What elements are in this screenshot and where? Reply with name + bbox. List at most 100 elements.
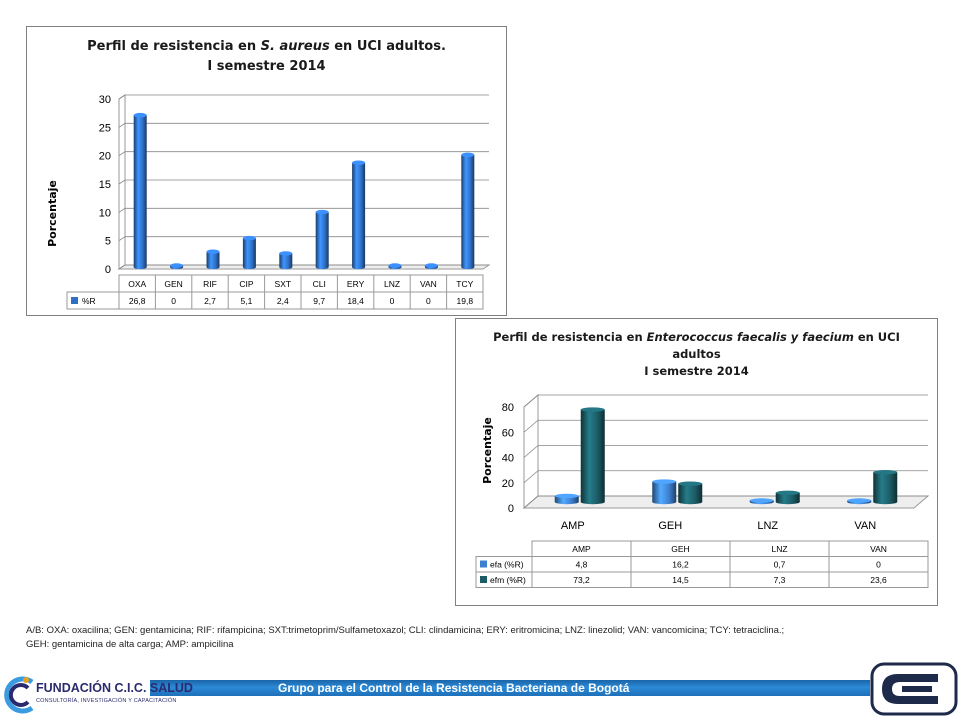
data-label: 73,2 <box>573 575 590 585</box>
data-label: 0 <box>390 296 395 306</box>
legend-swatch <box>480 560 487 568</box>
x-tick-label: VAN <box>854 520 876 532</box>
data-label: 5,1 <box>240 296 252 306</box>
bar-van-efm <box>873 470 898 505</box>
bar-lnz-efa <box>749 498 774 505</box>
cic-logo-icon <box>4 676 34 714</box>
y-tick-label: 15 <box>99 179 111 191</box>
bar-amp-efa <box>554 493 579 505</box>
footnote: A/B: OXA: oxacilina; GEN: gentamicina; R… <box>26 624 936 652</box>
x-tick-label: LNZ <box>384 279 400 289</box>
y-tick-label: 5 <box>105 236 111 248</box>
logo-subtitle: CONSULTORÍA, INVESTIGACIÓN Y CAPACITACIÓ… <box>36 698 177 704</box>
chart-subtitle: I semestre 2014 <box>207 59 326 74</box>
footnote-line-2: GEH: gentamicina de alta carga; AMP: amp… <box>26 639 234 650</box>
data-label: 2,7 <box>204 296 216 306</box>
x-tick-label: OXA <box>128 279 146 289</box>
data-label: 0 <box>876 560 881 570</box>
banner-title: Grupo para el Control de la Resistencia … <box>278 681 630 695</box>
x-tick-label: CIP <box>239 279 254 289</box>
data-label: 0,7 <box>774 560 786 570</box>
bar-amp-efm <box>580 407 605 505</box>
footnote-line-1: A/B: OXA: oxacilina; GEN: gentamicina; R… <box>26 625 785 636</box>
gridline <box>118 236 489 241</box>
data-label: 23,6 <box>870 575 887 585</box>
table-header: AMP <box>572 544 591 554</box>
y-tick-label: 0 <box>508 503 514 515</box>
x-tick-label: ERY <box>347 279 365 289</box>
bar-oxa <box>133 112 147 270</box>
legend-swatch <box>71 297 78 304</box>
bar-lnz <box>388 263 402 270</box>
data-label: 0 <box>426 296 431 306</box>
chart-title: Perfil de resistencia en Enterococcus fa… <box>456 329 937 380</box>
table-header: VAN <box>870 544 887 554</box>
x-tick-label: RIF <box>203 279 217 289</box>
gridline <box>523 419 928 433</box>
x-tick-label: GEN <box>164 279 182 289</box>
gridline <box>523 445 928 458</box>
gridline <box>118 94 489 100</box>
data-label: 14,5 <box>672 575 689 585</box>
data-label: 19,8 <box>457 296 474 306</box>
y-tick-label: 0 <box>105 264 111 276</box>
x-tick-label: SXT <box>275 279 292 289</box>
table-header: GEH <box>671 544 689 554</box>
bar-chart-enterococcus: 0 20 40 60 80 AMP GEH LNZ VAN AMP 4,8 73,2 GEH 16,2 14… <box>475 393 930 588</box>
logo-name: FUNDACIÓN C.I.C. SALUD <box>36 681 193 695</box>
table-header: LNZ <box>771 544 787 554</box>
bar-chart-s-aureus: 0 5 10 15 20 25 30 OXA 26,8 GEN 0 RIF 2,7 CIP 5,1 SXT 2,… <box>66 94 491 310</box>
gridline <box>118 207 489 213</box>
data-label: 16,2 <box>672 560 689 570</box>
y-tick-label: 20 <box>502 478 514 490</box>
y-tick-label: 30 <box>99 94 111 106</box>
bar-rif <box>206 249 220 270</box>
data-label: 4,8 <box>576 560 588 570</box>
data-label: 0 <box>171 296 176 306</box>
chart-panel-s-aureus: Perfil de resistencia en S. aureus en UC… <box>26 26 507 316</box>
x-tick-label: GEH <box>658 520 682 532</box>
gridline <box>118 179 489 185</box>
chart-title: Perfil de resistencia en S. aureus en UC… <box>27 37 506 77</box>
data-label: 9,7 <box>313 296 325 306</box>
gridline <box>523 394 928 408</box>
gridline <box>523 470 928 484</box>
chart-subtitle: I semestre 2014 <box>644 364 749 378</box>
y-tick-label: 40 <box>502 453 514 465</box>
grebo-logo-text: GREBO <box>945 674 954 703</box>
legend-entry: efm (%R) <box>490 575 526 585</box>
x-tick-label: LNZ <box>757 520 778 532</box>
y-tick-label: 60 <box>502 427 514 439</box>
data-label: 2,4 <box>277 296 289 306</box>
y-tick-label: 25 <box>99 122 111 134</box>
legend-entry: efa (%R) <box>490 560 524 570</box>
legend-entry: %R <box>82 296 96 306</box>
y-tick-label: 10 <box>99 207 111 219</box>
bar-tcy <box>461 152 475 270</box>
bar-geh-efa <box>652 479 677 505</box>
data-label: 7,3 <box>774 575 786 585</box>
y-tick-label: 20 <box>99 151 111 163</box>
x-tick-label: CLI <box>313 279 326 289</box>
data-label: 18,4 <box>347 296 364 306</box>
bar-cip <box>242 235 256 270</box>
x-tick-label: TCY <box>456 279 473 289</box>
x-tick-label: AMP <box>561 520 585 532</box>
bar-sxt <box>279 251 293 270</box>
banner-bar <box>150 680 870 696</box>
bar-gen <box>170 263 184 270</box>
legend-swatch <box>480 576 487 583</box>
y-tick-label: 80 <box>502 402 514 414</box>
bar-geh-efm <box>678 481 703 505</box>
chart-panel-enterococcus: Perfil de resistencia en Enterococcus fa… <box>455 318 938 606</box>
gridline <box>118 264 489 270</box>
bar-van <box>424 263 438 270</box>
bar-lnz-efm <box>775 490 800 505</box>
bar-cli <box>315 209 329 270</box>
x-tick-label: VAN <box>420 279 437 289</box>
grebo-logo-icon: GREBO <box>870 662 958 716</box>
gridline <box>118 122 489 128</box>
bar-ery <box>352 160 366 270</box>
gridline <box>118 151 489 156</box>
bar-van-efa <box>847 498 872 505</box>
